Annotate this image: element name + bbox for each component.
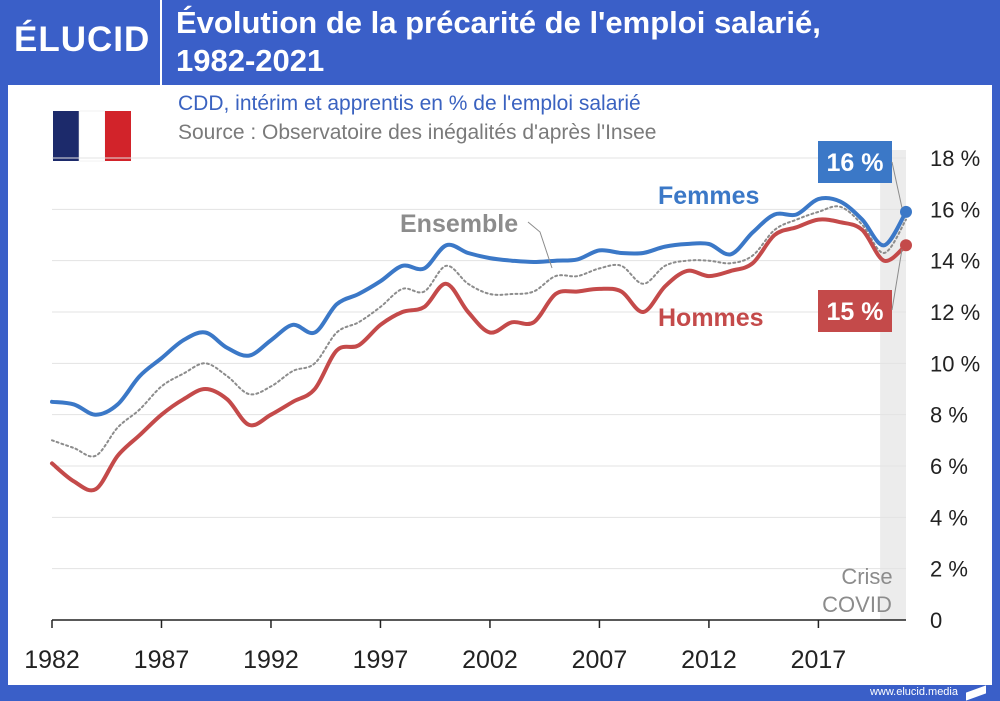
x-tick-label: 2007 (572, 646, 628, 674)
series-line-hommes (50, 217, 908, 493)
series-label-hommes: Hommes (658, 304, 764, 332)
ensemble-leader-line (527, 221, 553, 269)
brand-logo: ÉLUCID (14, 20, 151, 59)
series-line-ensemble (51, 205, 907, 458)
y-tick-label: 10 % (930, 351, 980, 376)
x-tick-label: 1997 (353, 646, 409, 674)
covid-label-covid: COVID (822, 592, 892, 617)
callout-leader-hommes (891, 249, 903, 311)
series-label-femmes: Femmes (658, 182, 759, 210)
callout-value-hommes: 15 % (827, 298, 884, 326)
x-tick-label: 2002 (462, 646, 518, 674)
x-tick-label: 2012 (681, 646, 737, 674)
callout-leader-femmes (891, 161, 903, 209)
y-tick-label: 18 % (930, 146, 980, 171)
header-divider (160, 0, 162, 85)
flag-stripe-blue (53, 111, 79, 161)
covid-label-crise: Crise (841, 564, 892, 589)
x-tick-label: 1982 (24, 646, 80, 674)
flag-stripe-red (105, 111, 131, 161)
end-point-hommes (900, 239, 912, 252)
chart-panel (8, 85, 992, 685)
end-point-femmes (900, 205, 912, 218)
y-tick-label: 0 (930, 608, 942, 633)
x-tick-label: 2017 (791, 646, 847, 674)
y-tick-label: 12 % (930, 300, 980, 325)
page-title: Évolution de la précarité de l'emploi sa… (176, 4, 976, 80)
callout-box-femmes (818, 141, 892, 183)
chart-subtitle: CDD, intérim et apprentis en % de l'empl… (178, 92, 641, 115)
series-line-femmes (50, 196, 908, 417)
x-tick-label: 1992 (243, 646, 299, 674)
callout-box-hommes (818, 290, 892, 332)
y-tick-label: 8 % (930, 403, 968, 428)
title-line-1: Évolution de la précarité de l'emploi sa… (176, 5, 821, 40)
y-tick-label: 6 % (930, 454, 968, 479)
title-line-2: 1982-2021 (176, 43, 325, 78)
header-bar: ÉLUCID Évolution de la précarité de l'em… (0, 0, 1000, 85)
y-tick-label: 16 % (930, 197, 980, 222)
flag-stripe-white (78, 110, 106, 162)
y-tick-label: 14 % (930, 249, 980, 274)
chart-source: Source : Observatoire des inégalités d'a… (178, 121, 656, 144)
callout-value-femmes: 16 % (827, 149, 884, 177)
x-tick-label: 1987 (134, 646, 190, 674)
y-tick-label: 4 % (930, 505, 968, 530)
y-tick-label: 2 % (930, 557, 968, 582)
series-label-ensemble: Ensemble (400, 210, 518, 238)
footer-url: www.elucid.media (869, 686, 958, 698)
